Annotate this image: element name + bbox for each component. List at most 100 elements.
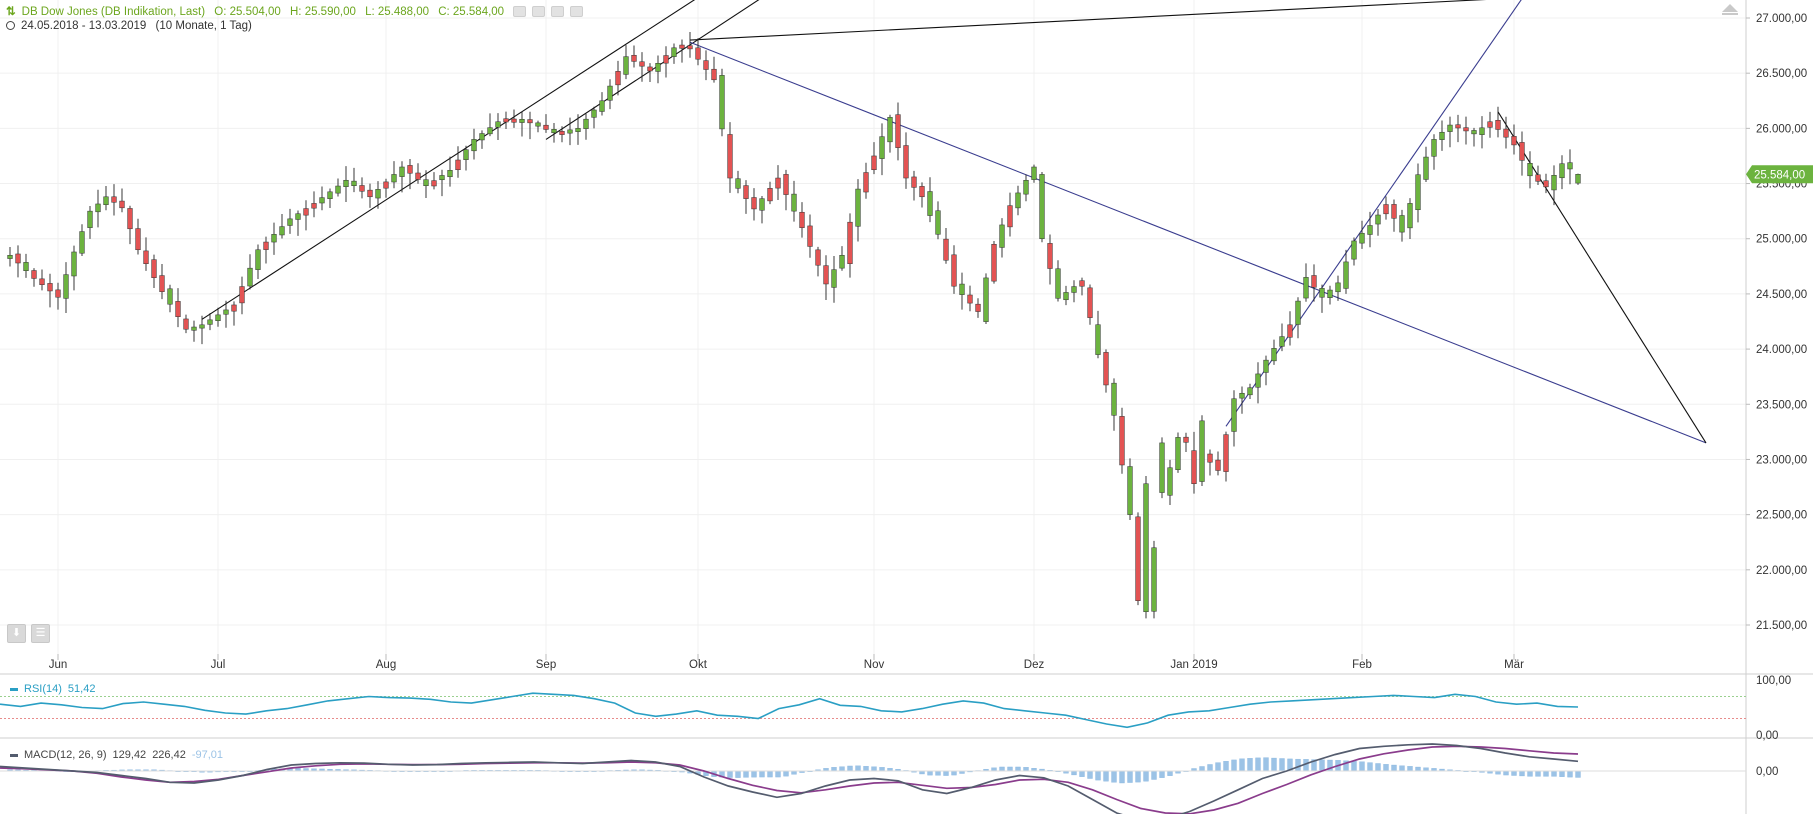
price-grid — [0, 0, 1746, 654]
low-value: L: 25.488,00 — [365, 6, 430, 18]
candle-body — [63, 274, 69, 299]
candle — [551, 122, 557, 143]
candle-body — [175, 301, 181, 317]
sort-icon: ⇅ — [6, 6, 16, 18]
candle-body — [1519, 142, 1525, 161]
candle — [23, 253, 29, 278]
y-tick-label: 26.500,00 — [1756, 68, 1807, 80]
header-tool-3[interactable] — [551, 6, 565, 18]
candle-body — [791, 193, 797, 212]
candle-body — [1063, 292, 1069, 301]
candle — [119, 188, 125, 213]
candle — [343, 166, 349, 202]
candle — [511, 109, 517, 128]
candle-body — [1575, 174, 1581, 184]
x-tick-label: Dez — [1024, 659, 1045, 671]
candle-body — [1103, 352, 1109, 386]
candle — [1079, 277, 1085, 296]
candle — [599, 92, 605, 116]
trendline[interactable] — [1497, 111, 1707, 444]
macd-panel: 0,00 — [0, 743, 1778, 814]
candle-body — [1199, 420, 1205, 482]
candle — [831, 256, 837, 303]
candle-body — [583, 118, 589, 129]
candle — [327, 188, 333, 208]
rsi-panel: 100,00 0,00 — [0, 675, 1791, 742]
candle — [447, 156, 453, 187]
collapse-arrow-icon[interactable] — [1722, 4, 1738, 15]
histogram-bar — [879, 767, 885, 772]
candle — [983, 273, 989, 325]
candle-body — [423, 179, 429, 187]
candle-body — [1023, 179, 1029, 195]
candle — [1503, 116, 1509, 149]
histogram-bar — [855, 765, 861, 772]
candle-body — [719, 75, 725, 130]
macd-legend[interactable]: MACD(12, 26, 9) 129,42 226,42 -97,01 — [10, 749, 229, 761]
menu-button[interactable]: ☰ — [31, 624, 50, 643]
candle-body — [1295, 300, 1301, 325]
candle-body — [815, 249, 821, 266]
candle — [687, 32, 693, 58]
candle — [959, 272, 965, 310]
header-tool-2[interactable] — [532, 6, 546, 18]
trendline[interactable] — [689, 41, 1707, 444]
candle — [1295, 297, 1301, 339]
histogram-bar — [1159, 770, 1165, 778]
period-label[interactable]: (10 Monate, 1 Tag) — [155, 20, 252, 32]
candle — [175, 288, 181, 328]
candle — [1111, 378, 1117, 431]
candle — [55, 282, 61, 310]
histogram-bar — [791, 770, 797, 775]
candle-body — [1071, 286, 1077, 293]
candle-body — [1471, 130, 1477, 135]
candle — [783, 169, 789, 211]
candle — [823, 255, 829, 300]
y-tick-label: 22.500,00 — [1756, 510, 1807, 522]
candle — [1567, 149, 1573, 185]
candle-body — [679, 44, 685, 49]
candle-body — [647, 66, 653, 72]
candle-body — [1383, 204, 1389, 215]
candle-body — [1191, 450, 1197, 484]
candle — [1431, 134, 1437, 170]
candle-body — [431, 180, 437, 187]
candle-body — [127, 208, 133, 230]
candle-body — [567, 129, 573, 134]
histogram-bar — [1079, 770, 1085, 777]
candle-body — [359, 185, 365, 192]
y-tick-label: 23.000,00 — [1756, 454, 1807, 466]
trendlines[interactable] — [201, 0, 1707, 444]
candle-body — [831, 269, 837, 288]
candle — [407, 159, 413, 190]
candle-body — [927, 191, 933, 216]
candle-body — [759, 198, 765, 211]
candle-body — [895, 114, 901, 148]
candle-body — [439, 175, 445, 181]
candle — [791, 180, 797, 222]
trendline[interactable] — [689, 0, 1642, 41]
instrument-name[interactable]: DB Dow Jones (DB Indikation, Last) — [21, 6, 206, 18]
histogram-bar — [1087, 770, 1093, 779]
candle — [1263, 355, 1269, 386]
candle-body — [887, 117, 893, 143]
histogram-bar — [1543, 770, 1549, 777]
histogram-bar — [1271, 757, 1277, 772]
rsi-axis-label: 100,00 — [1756, 675, 1791, 687]
rsi-legend[interactable]: RSI(14) 51,42 — [10, 683, 101, 695]
candle-body — [1015, 192, 1021, 209]
candle — [583, 113, 589, 140]
candle — [143, 237, 149, 271]
candle-body — [655, 62, 661, 72]
candle — [1103, 349, 1109, 393]
trendline[interactable] — [1225, 0, 1530, 427]
candle-body — [1407, 203, 1413, 229]
download-button[interactable]: ⬇ — [7, 624, 26, 643]
candle — [1159, 437, 1165, 499]
candle — [639, 52, 645, 82]
header-tool-4[interactable] — [570, 6, 584, 18]
candle-body — [767, 188, 773, 202]
trendline[interactable] — [545, 0, 778, 140]
header-tool-1[interactable] — [513, 6, 527, 18]
